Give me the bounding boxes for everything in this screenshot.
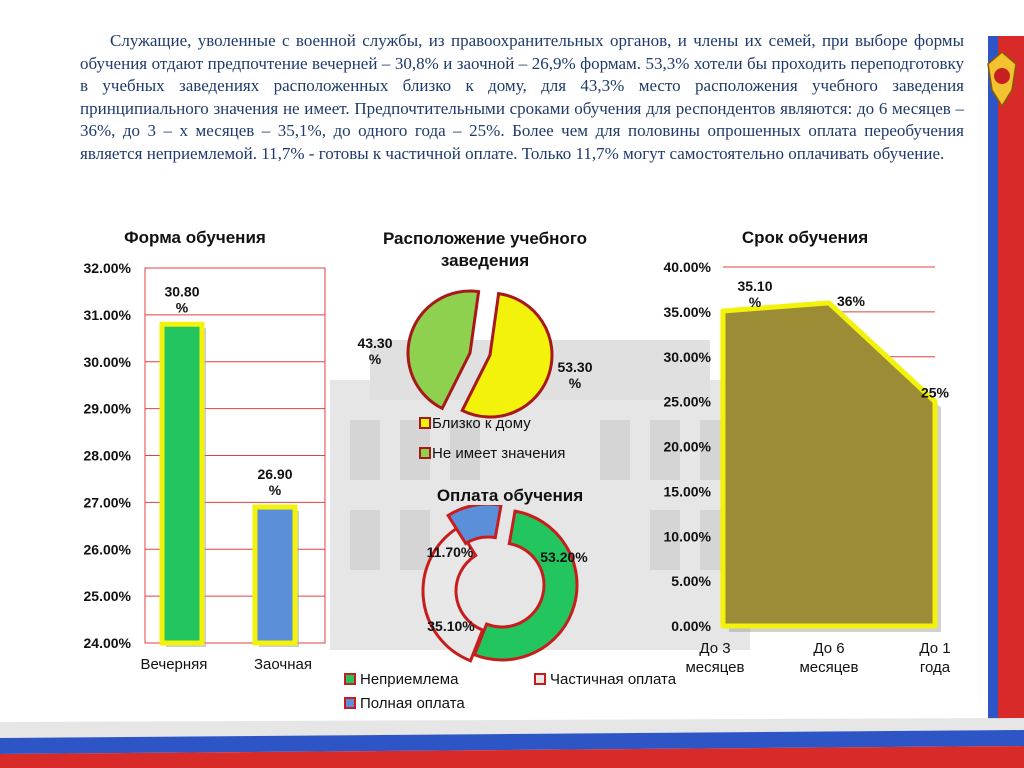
y-tick-label: 40.00% xyxy=(664,259,712,275)
donut-slice-0 xyxy=(472,509,579,662)
pie-slice-0 xyxy=(460,291,554,419)
flag-stripes-right xyxy=(982,36,1024,726)
legend-swatch xyxy=(419,417,431,429)
y-tick-label: 25.00% xyxy=(84,588,132,604)
legend-swatch xyxy=(534,673,546,685)
legend-swatch xyxy=(344,697,356,709)
y-tick-label: 26.00% xyxy=(84,541,132,557)
pie-data-label: 43.30% xyxy=(357,335,392,367)
donut-slice-1 xyxy=(421,525,485,663)
pie-chart-location: 53.30 % 43.30 % Близко к дому Не имеет значен… xyxy=(357,289,593,462)
donut-chart-payment: 53.20% 35.10% 11.70% Неприемлема Частичная о… xyxy=(344,505,677,712)
legend-label: Полная оплата xyxy=(360,695,465,712)
pie-data-label: 53.30% xyxy=(557,359,592,391)
y-tick-label: 0.00% xyxy=(671,618,711,634)
chart-title-duration: Срок обучения xyxy=(741,228,869,247)
y-tick-label: 10.00% xyxy=(664,528,712,544)
chart-title-payment: Оплата обучения xyxy=(436,486,584,505)
legend-label: Неприемлема xyxy=(360,671,459,688)
donut-data-label: 35.10% xyxy=(427,618,475,634)
x-tick-label: До 1 года xyxy=(919,640,950,676)
y-tick-label: 30.00% xyxy=(664,349,712,365)
area-series xyxy=(720,300,938,629)
pie-slice-1 xyxy=(406,289,481,411)
x-tick-label: Заочная xyxy=(254,656,312,673)
y-tick-label: 27.00% xyxy=(84,494,132,510)
bar-data-label: 30.80% xyxy=(164,283,199,315)
x-tick-label: Вечерняя xyxy=(141,656,208,673)
legend-label: Частичная оплата xyxy=(550,671,677,688)
legend-swatch xyxy=(419,447,431,459)
emblem-icon xyxy=(987,51,1017,108)
area-data-label: 25% xyxy=(921,385,950,401)
y-tick-label: 30.00% xyxy=(84,354,132,370)
legend-label: Близко к дому xyxy=(432,415,531,432)
y-tick-label: 35.00% xyxy=(664,304,712,320)
y-tick-label: 31.00% xyxy=(84,307,132,323)
donut-slice-2 xyxy=(446,505,503,546)
y-tick-label: 32.00% xyxy=(84,260,132,276)
donut-data-label: 53.20% xyxy=(540,549,588,565)
y-tick-label: 25.00% xyxy=(664,394,712,410)
area-data-label: 36% xyxy=(837,293,866,309)
area-data-label: 35.10% xyxy=(737,278,772,310)
flag-stripes-bottom xyxy=(0,718,1024,768)
y-tick-label: 28.00% xyxy=(84,448,132,464)
bar-chart-form: 24.00% 25.00% 26.00% 27.00% 28.00% 29.00% 30.0… xyxy=(84,260,326,673)
intro-text: Служащие, уволенные с военной службы, из… xyxy=(80,31,964,163)
bar-data-label: 26.90% xyxy=(257,466,292,498)
chart-title-location: Расположение учебного заведения xyxy=(382,229,588,270)
bar-0 xyxy=(159,321,205,646)
chart-title-form: Форма обучения xyxy=(124,228,266,247)
donut-data-label: 11.70% xyxy=(427,544,474,560)
area-chart-duration: 0.00% 5.00% 10.00% 15.00% 20.00% 25.00% 30.00%… xyxy=(664,259,951,676)
x-tick-label: До 6 месяцев xyxy=(799,640,858,676)
y-tick-label: 29.00% xyxy=(84,401,132,417)
y-tick-label: 5.00% xyxy=(671,573,711,589)
x-tick-label: До 3 месяцев xyxy=(685,640,744,676)
legend-label: Не имеет значения xyxy=(432,445,565,462)
y-tick-label: 15.00% xyxy=(664,483,712,499)
y-tick-label: 24.00% xyxy=(84,635,132,651)
legend-swatch xyxy=(344,673,356,685)
bar-1 xyxy=(252,504,298,646)
y-tick-label: 20.00% xyxy=(664,439,712,455)
